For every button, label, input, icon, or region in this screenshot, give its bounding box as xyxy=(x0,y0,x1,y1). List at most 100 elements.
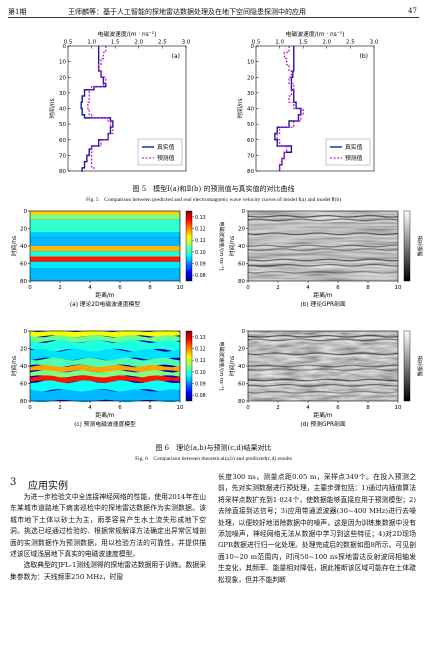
panel-label: (a) xyxy=(172,53,180,60)
y-tick-label: 0 xyxy=(242,329,246,335)
gpr-reflector xyxy=(247,352,399,356)
x-tick-label: 2 xyxy=(276,405,280,411)
velocity-layer xyxy=(30,232,180,238)
velocity-layer xyxy=(30,237,180,246)
x-axis-label: 电磁波速度/(m · ns⁻¹) xyxy=(98,30,157,38)
y-tick-label: 80 xyxy=(238,399,245,405)
fig5-caption-cn: 图 5 模型Ⅰ(a)和Ⅱ(b) 的预测值与真实值的对比曲线 xyxy=(132,185,295,193)
velocity-layer xyxy=(30,268,180,281)
x-tick-label: 0 xyxy=(246,405,250,411)
gpr-reflector-bright xyxy=(247,380,399,384)
x-tick-label: 2.0 xyxy=(322,40,331,46)
x-tick-label: 10 xyxy=(395,405,402,411)
x-tick-label: 4 xyxy=(88,405,92,411)
legend-true-label: 真实值 xyxy=(345,143,363,151)
y-tick-label: 0 xyxy=(242,209,246,215)
x-tick-label: 0 xyxy=(28,405,32,411)
fig5-panel-b: 0.5 1.0 1.5 2.0 2.5 3.0 电磁波速度/(m · ns⁻¹) 0 10 20 3… xyxy=(236,30,379,175)
gpr-reflector xyxy=(247,338,399,342)
gpr-reflector-bright xyxy=(247,337,399,340)
y-tick-label: 20 xyxy=(247,75,254,81)
series-true-line xyxy=(274,46,302,171)
x-tick-label: 6 xyxy=(336,405,340,411)
gpr-reflector-bright xyxy=(247,220,399,223)
gpr-reflector-bright xyxy=(247,265,399,269)
colorbar-tick-label: 0.11 xyxy=(195,358,206,364)
velocity-layer xyxy=(30,389,180,403)
fig5-figure: 0.5 1.0 1.5 2.0 2.5 3.0 电磁波速度/(m · ns⁻¹) 0 10 20 3… xyxy=(48,30,379,175)
x-tick-label: 2 xyxy=(58,405,62,411)
velocity-layer xyxy=(30,348,180,361)
velocity-layer xyxy=(30,335,180,343)
y-tick-label: 70 xyxy=(247,153,254,159)
y-tick-label: 20 xyxy=(20,227,27,233)
x-tick-label: 0.5 xyxy=(252,40,261,46)
velocity-panel: 0 2 4 6 8 10 距离/m 0 20 40 60 80 时间/ns 0.08 0.09 0.10 0.1… xyxy=(10,209,226,308)
gpr-reflector xyxy=(247,258,399,262)
fig6-caption-en: Fig. 6 Comparison between theoretical(a,… xyxy=(135,456,292,462)
x-axis-label: 距离/m xyxy=(95,411,115,419)
velocity-layer xyxy=(30,261,180,269)
x-tick-label: 4 xyxy=(306,405,310,411)
left-paragraph-1: 为进一步检验文中全连接神经网络的性能，使用2014年在山东某城市道路地下病害巡检… xyxy=(10,493,206,559)
y-tick-label: 30 xyxy=(247,91,254,97)
colorbar xyxy=(185,330,193,402)
gpr-reflector xyxy=(247,244,399,248)
x-tick-label: 2 xyxy=(276,285,280,291)
x-tick-label: 2.5 xyxy=(346,40,355,46)
y-tick-label: 0 xyxy=(24,209,28,215)
series-pred-line xyxy=(87,46,114,171)
legend-pred-label: 预测值 xyxy=(157,154,175,162)
y-axis-label: 时间/ns xyxy=(228,236,236,256)
x-tick-label: 8 xyxy=(148,285,152,291)
y-tick-label: 40 xyxy=(59,107,66,113)
colorbar xyxy=(185,210,193,282)
gpr-reflector xyxy=(247,368,399,371)
y-tick-label: 10 xyxy=(59,60,66,66)
velocity-layer xyxy=(30,211,180,215)
gpr-reflector xyxy=(247,248,399,251)
x-tick-label: 10 xyxy=(177,405,184,411)
panel-label: (b) xyxy=(360,53,369,60)
gpr-reflector-bright xyxy=(247,392,399,396)
colorbar-tick-label: 0.08 xyxy=(195,393,206,399)
colorbar-tick-label: 0.10 xyxy=(195,250,206,256)
colorbar-label: 电磁波速度/(m·ns⁻¹) xyxy=(218,221,226,270)
velocity-layer xyxy=(30,380,180,392)
y-tick-label: 40 xyxy=(238,364,245,370)
right-column: 长度300 ns，测量点距0.05 m，采样点349个。在投入预测之前，先对实测… xyxy=(218,472,416,586)
y-tick-label: 20 xyxy=(20,347,27,353)
x-axis-label: 距离/m xyxy=(95,291,115,299)
x-tick-label: 2.5 xyxy=(158,40,167,46)
velocity-layer xyxy=(30,340,180,352)
subfigure-caption: (d) 预测GPR剖面 xyxy=(300,420,345,428)
velocity-layer xyxy=(30,357,180,368)
colorbar-tick-label: 0.13 xyxy=(195,215,206,221)
x-tick-label: 3.0 xyxy=(370,40,379,46)
y-tick-label: 10 xyxy=(247,60,254,66)
gpr-reflector xyxy=(247,270,399,274)
section-title: 应用实例 xyxy=(28,481,68,492)
gpr-reflector-bright xyxy=(247,250,399,253)
gpr-reflector-bright xyxy=(247,272,399,276)
gpr-reflector-bright xyxy=(247,354,399,358)
x-tick-label: 1.5 xyxy=(111,40,120,46)
colorbar-tick-label: 0.12 xyxy=(195,347,206,353)
colorbar-tick-label: 0.09 xyxy=(195,382,206,388)
y-tick-label: 0 xyxy=(251,44,255,50)
colorbar-tick-label: 0.12 xyxy=(195,227,206,233)
y-axis-label: 时间/ns xyxy=(10,236,18,256)
x-tick-label: 0 xyxy=(28,285,32,291)
gpr-reflector-bright xyxy=(247,340,399,343)
y-tick-label: 50 xyxy=(59,122,66,128)
x-tick-label: 0.5 xyxy=(64,40,73,46)
colorbar-tick-label: 0.13 xyxy=(195,335,206,341)
x-tick-label: 8 xyxy=(366,285,370,291)
gpr-reflector xyxy=(247,390,399,394)
x-tick-label: 6 xyxy=(118,405,122,411)
gpr-reflector-bright xyxy=(247,217,399,220)
x-tick-label: 1.0 xyxy=(87,40,96,46)
gpr-reflector xyxy=(247,232,399,236)
y-tick-label: 60 xyxy=(238,382,245,388)
y-axis-label: 时间/ns xyxy=(228,356,236,376)
